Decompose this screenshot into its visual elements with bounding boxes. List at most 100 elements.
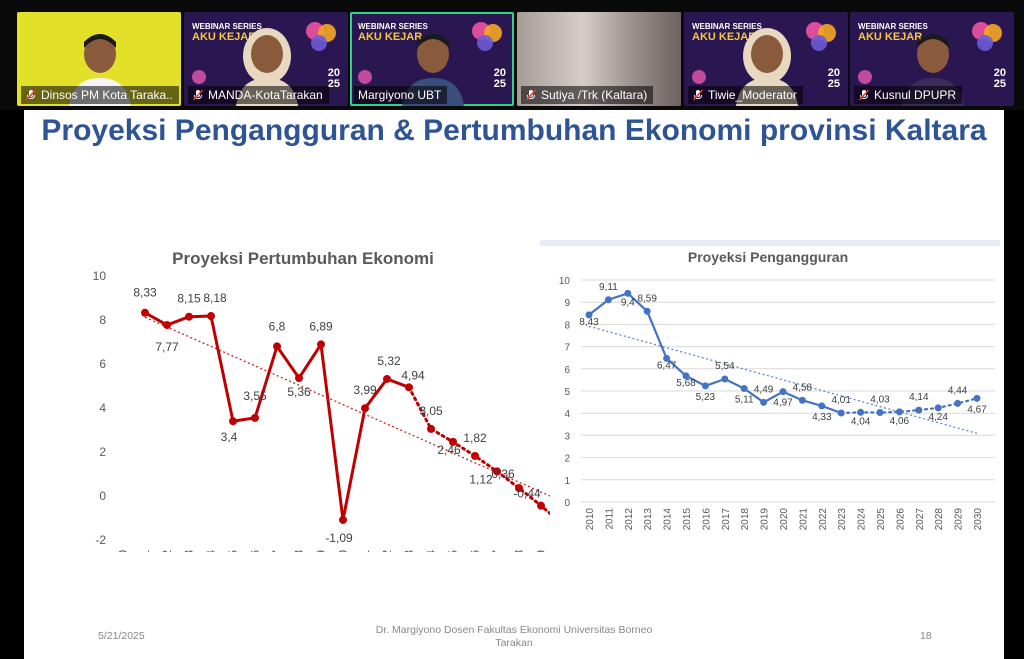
event-logo-icon xyxy=(192,70,206,84)
y-tick-label: 3 xyxy=(564,431,570,442)
data-point xyxy=(493,467,501,476)
participant-name: Margiyono UBT xyxy=(354,86,448,104)
data-label: 4,94 xyxy=(401,368,425,382)
data-point xyxy=(624,289,632,297)
data-label: 4,14 xyxy=(909,392,929,403)
data-label: 5,11 xyxy=(735,395,754,406)
data-label: 4,49 xyxy=(754,384,774,395)
shared-slide: Proyeksi Pengangguran & Pertumbuhan Ekon… xyxy=(24,110,1004,659)
x-tick-label: 2021 xyxy=(798,508,809,531)
webinar-banner: WEBINAR SERIES AKU KEJAR xyxy=(692,22,762,43)
x-tick-label: 2027 xyxy=(915,508,926,531)
data-label: 8,15 xyxy=(177,292,201,306)
y-tick-label: 6 xyxy=(564,365,570,376)
data-label: 4,06 xyxy=(890,416,910,427)
data-label: 8,33 xyxy=(133,286,157,300)
event-logo-icon xyxy=(472,22,502,51)
data-point xyxy=(760,398,768,406)
data-point xyxy=(251,413,259,422)
series-line-actual xyxy=(588,292,842,415)
data-label: 5,23 xyxy=(696,392,716,403)
event-year: 20 25 xyxy=(493,67,506,90)
participant-name-text: Margiyono UBT xyxy=(358,88,442,102)
y-tick-label: 0 xyxy=(564,498,570,509)
participant-name-text: MANDA-KotaTarakan xyxy=(208,88,323,102)
participant-tile[interactable]: WEBINAR SERIES AKU KEJAR 20 25 MANDA-KotaTar… xyxy=(184,12,348,106)
y-tick-label: 5 xyxy=(564,387,570,398)
x-tick-label: 2011 xyxy=(138,550,152,552)
event-logo-icon xyxy=(692,70,706,84)
participant-tile[interactable]: WEBINAR SERIES AKU KEJAR 20 25 Tiwie_Moderat… xyxy=(684,12,848,106)
x-tick-label: 2019 xyxy=(314,550,328,552)
x-tick-label: 2021 xyxy=(358,550,372,552)
data-point xyxy=(427,424,435,433)
data-point xyxy=(643,307,651,315)
y-tick-label: 6 xyxy=(99,357,106,371)
data-label: 8,59 xyxy=(637,293,657,304)
x-tick-label: 2020 xyxy=(779,508,790,531)
y-tick-label: 1 xyxy=(564,476,570,487)
data-point xyxy=(701,382,709,390)
data-point xyxy=(471,451,479,460)
x-tick-label: 2029 xyxy=(954,508,965,531)
data-point xyxy=(837,409,845,417)
x-tick-label: 2010 xyxy=(585,508,596,531)
slide-title: Proyeksi Pengangguran & Pertumbuhan Ekon… xyxy=(41,114,987,147)
x-tick-label: 2016 xyxy=(248,550,262,552)
x-tick-label: 2013 xyxy=(643,508,654,531)
data-point xyxy=(604,296,612,304)
x-tick-label: 2016 xyxy=(701,508,712,531)
x-tick-label: 2027 xyxy=(490,550,504,552)
y-tick-label: 8 xyxy=(564,320,570,331)
data-point xyxy=(818,402,826,410)
x-tick-label: 2023 xyxy=(402,550,416,552)
x-tick-label: 2017 xyxy=(270,550,284,552)
participant-tile[interactable]: Dinsos PM Kota Taraka.. xyxy=(17,12,181,106)
data-label: 4,33 xyxy=(812,412,832,423)
y-tick-label: 0 xyxy=(99,489,106,503)
data-point xyxy=(895,408,903,416)
y-tick-label: 10 xyxy=(559,276,571,287)
data-label: 4,03 xyxy=(870,395,890,406)
participant-name: Tiwie_Moderator xyxy=(688,86,803,104)
y-tick-label: 9 xyxy=(564,298,570,309)
data-point xyxy=(682,372,690,380)
data-point xyxy=(954,399,962,407)
participant-tile[interactable]: WEBINAR SERIES AKU KEJAR 20 25 Kusnul DPUPR xyxy=(850,12,1014,106)
webinar-banner: WEBINAR SERIES AKU KEJAR xyxy=(358,22,428,43)
x-tick-label: 2026 xyxy=(468,550,482,552)
data-point xyxy=(185,312,193,321)
data-point xyxy=(383,374,391,383)
x-tick-label: 2022 xyxy=(818,508,829,531)
x-tick-label: 2012 xyxy=(160,550,174,552)
x-tick-label: 2030 xyxy=(973,508,984,531)
data-label: -0,44 xyxy=(513,487,541,501)
x-tick-label: 2014 xyxy=(204,550,218,552)
event-logo-icon xyxy=(358,70,372,84)
event-year: 20 25 xyxy=(827,67,840,90)
participant-tile[interactable]: Sutiya /Trk (Kaltara) xyxy=(517,12,681,106)
participant-strip: Dinsos PM Kota Taraka.. WEBINAR SERIES AKU… xyxy=(0,0,1024,110)
participant-tile[interactable]: WEBINAR SERIES AKU KEJAR 20 25 Margiyono UBT xyxy=(350,12,514,106)
data-label: 7,77 xyxy=(155,340,179,354)
y-tick-label: 8 xyxy=(99,313,106,327)
trendline xyxy=(588,325,978,434)
data-label: 8,43 xyxy=(579,317,599,328)
data-label: 3,4 xyxy=(221,430,238,444)
data-point xyxy=(798,396,806,404)
data-label: 4,97 xyxy=(773,398,793,409)
data-point xyxy=(273,342,281,351)
data-label: 5,32 xyxy=(377,354,401,368)
x-tick-label: 2028 xyxy=(512,550,526,552)
y-tick-label: 10 xyxy=(93,269,107,283)
footer-date: 5/21/2025 xyxy=(98,630,145,642)
data-point xyxy=(740,385,748,393)
data-label: 4,44 xyxy=(948,385,968,396)
data-point xyxy=(141,308,149,317)
participant-name-text: Dinsos PM Kota Taraka.. xyxy=(41,88,173,102)
mic-muted-icon xyxy=(858,89,870,101)
data-point xyxy=(229,417,237,426)
participant-name-text: Kusnul DPUPR xyxy=(874,88,957,102)
data-point xyxy=(537,501,545,510)
data-label: -1,09 xyxy=(325,531,353,545)
